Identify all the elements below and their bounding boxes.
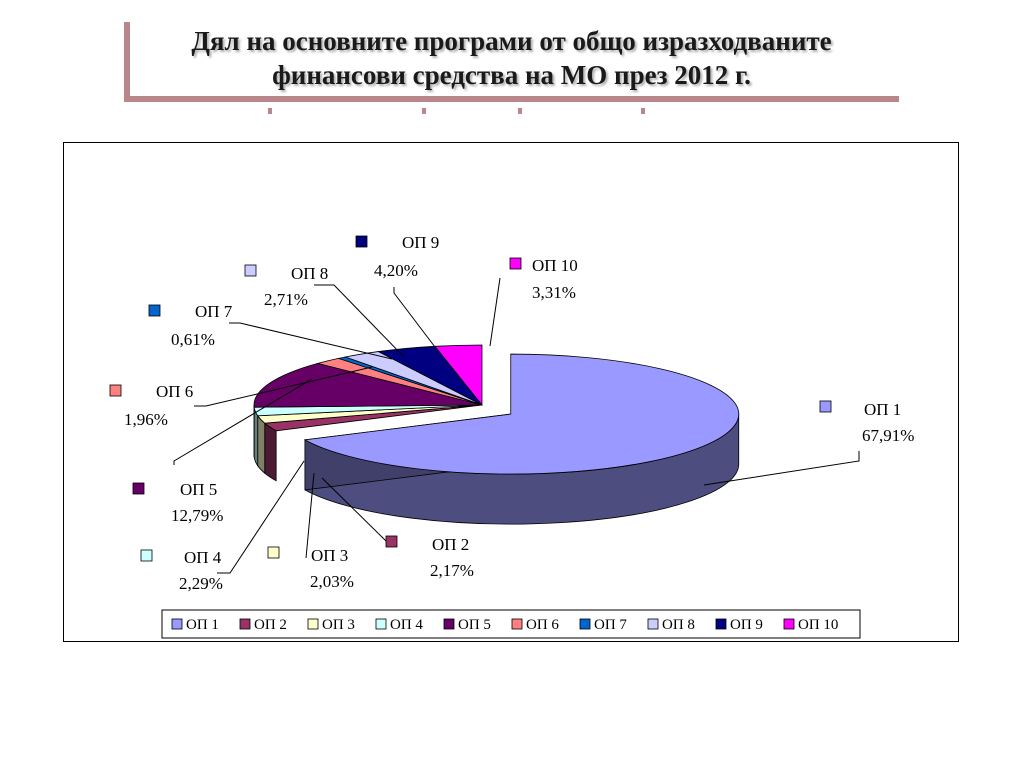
title-box: Дял на основните програми от общо изразх… [124, 22, 899, 114]
legend-swatch-оп3 [307, 618, 319, 630]
legend-swatch-оп8 [647, 618, 659, 630]
pie-chart: ОП 1 67,91% ОП 2 2,17% ОП 3 2,03% ОП 4 2,29% ОП … [109, 233, 914, 639]
legend-swatch-оп7 [579, 618, 591, 630]
data-label-value-оп7: 0,61% [171, 330, 215, 349]
legend: ОП 1 ОП 2 ОП 3 ОП 4 ОП 5 ОП 6 ОП 7 ОП 8 ОП 9 ОП 1… [161, 609, 861, 639]
label-key-оп9 [355, 235, 368, 248]
leader-line-оп8 [314, 284, 405, 358]
legend-box [161, 609, 861, 639]
data-label-name-оп7: ОП 7 [195, 302, 233, 321]
leader-line-оп10 [489, 277, 501, 347]
page-title: Дял на основните програми от общо изразх… [191, 26, 832, 90]
data-label-value-оп10: 3,31% [532, 283, 576, 302]
label-key-оп4 [140, 549, 153, 562]
legend-item-оп1: ОП 1 [186, 617, 219, 633]
legend-item-оп10: ОП 10 [798, 617, 838, 633]
data-label-name-оп10: ОП 10 [532, 256, 578, 275]
data-labels: ОП 1 67,91% ОП 2 2,17% ОП 3 2,03% ОП 4 2,29% ОП … [109, 233, 914, 593]
legend-item-оп5: ОП 5 [458, 617, 491, 633]
data-label-value-оп2: 2,17% [430, 561, 474, 580]
legend-item-оп6: ОП 6 [526, 617, 559, 633]
chart-frame: ОП 1 67,91% ОП 2 2,17% ОП 3 2,03% ОП 4 2,29% ОП … [63, 142, 959, 642]
data-label-value-оп3: 2,03% [310, 572, 354, 591]
label-key-оп8 [244, 264, 257, 277]
label-key-оп10 [509, 257, 522, 270]
data-label-name-оп4: ОП 4 [184, 548, 222, 567]
legend-swatch-оп2 [239, 618, 251, 630]
pie-side-оп3 [257, 414, 266, 475]
legend-swatch-оп10 [783, 618, 795, 630]
pie-tops [253, 344, 740, 475]
data-label-name-оп9: ОП 9 [402, 233, 439, 252]
data-label-value-оп8: 2,71% [264, 290, 308, 309]
legend-item-оп7: ОП 7 [594, 617, 627, 633]
leader-line-оп3 [305, 472, 315, 559]
data-label-value-оп1: 67,91% [862, 426, 914, 445]
leader-line-оп9 [393, 287, 439, 352]
leader-line-оп7 [229, 322, 393, 360]
label-key-оп5 [132, 482, 145, 495]
label-key-оп2 [385, 535, 398, 548]
title-underline-bar [124, 96, 899, 102]
data-label-value-оп4: 2,29% [179, 574, 223, 593]
data-label-name-оп8: ОП 8 [291, 264, 328, 283]
legend-swatch-оп9 [715, 618, 727, 630]
label-key-оп1 [819, 400, 832, 413]
pie-slice-оп1 [303, 353, 740, 475]
legend-item-оп4: ОП 4 [390, 617, 423, 633]
data-label-name-оп1: ОП 1 [864, 400, 901, 419]
data-label-name-оп6: ОП 6 [156, 382, 193, 401]
leader-line-оп5 [173, 378, 313, 465]
legend-item-оп2: ОП 2 [254, 617, 287, 633]
title-decor-dots [124, 108, 899, 116]
leader-line-оп1 [703, 451, 860, 486]
legend-swatch-оп5 [443, 618, 455, 630]
label-key-оп6 [109, 384, 122, 397]
leader-line-оп6 [194, 366, 373, 407]
data-label-name-оп2: ОП 2 [432, 535, 469, 554]
pie-side-оп2 [264, 422, 277, 482]
leader-line-оп4 [217, 460, 305, 574]
title-accent-bar [124, 22, 130, 102]
data-label-value-оп9: 4,20% [374, 261, 418, 280]
legend-item-оп8: ОП 8 [662, 617, 695, 633]
pie-side-оп4 [253, 407, 259, 468]
legend-item-оп9: ОП 9 [730, 617, 763, 633]
data-label-name-оп5: ОП 5 [180, 480, 217, 499]
legend-item-оп3: ОП 3 [322, 617, 355, 633]
data-label-name-оп3: ОП 3 [311, 546, 348, 565]
legend-swatch-оп1 [171, 618, 183, 630]
data-label-value-оп6: 1,96% [124, 410, 168, 429]
data-label-value-оп5: 12,79% [171, 506, 223, 525]
leader-line-оп2 [321, 477, 387, 542]
label-key-оп7 [148, 304, 161, 317]
legend-swatch-оп4 [375, 618, 387, 630]
legend-swatch-оп6 [511, 618, 523, 630]
label-key-оп3 [267, 546, 280, 559]
pie-slice-оп5 [253, 362, 483, 408]
